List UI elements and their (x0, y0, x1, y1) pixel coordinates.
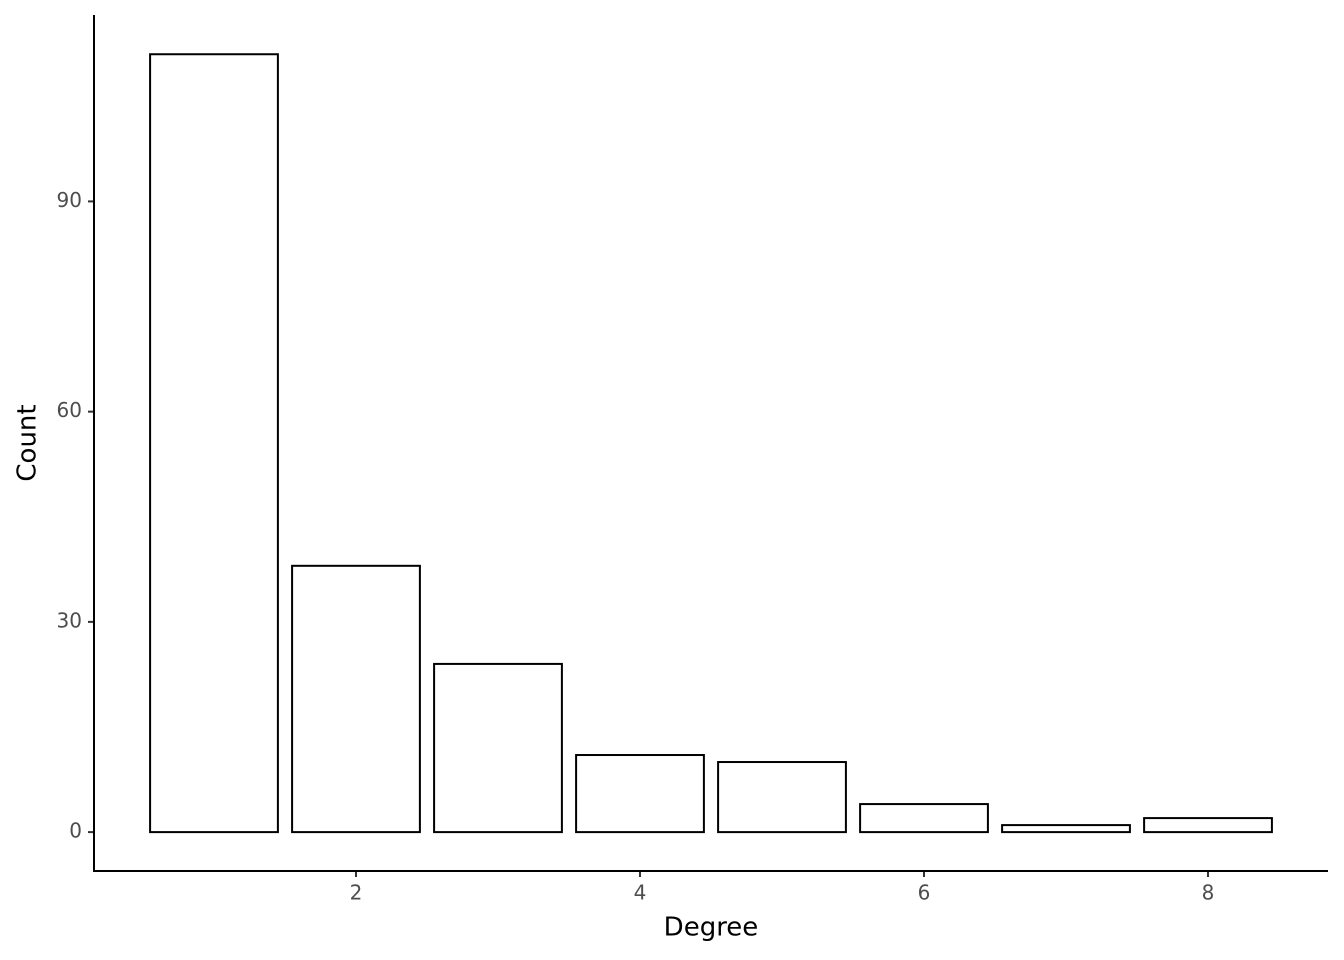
y-tick-label: 60 (57, 398, 82, 422)
bar (1001, 824, 1131, 834)
bar (149, 53, 279, 834)
x-tick-label: 4 (634, 881, 647, 905)
bar (1143, 817, 1273, 834)
bar (859, 803, 989, 834)
bar (717, 761, 847, 834)
bar (575, 754, 705, 834)
x-tick-label: 8 (1202, 881, 1215, 905)
y-tick-label: 0 (69, 819, 82, 843)
x-tick-label: 2 (350, 881, 363, 905)
x-tick-label: 6 (918, 881, 931, 905)
y-tick-label: 90 (57, 188, 82, 212)
y-tick-label: 30 (57, 608, 82, 632)
bar (433, 662, 563, 834)
y-axis-title: Count (13, 404, 43, 481)
x-axis-title: Degree (664, 913, 759, 943)
bar (291, 564, 421, 834)
